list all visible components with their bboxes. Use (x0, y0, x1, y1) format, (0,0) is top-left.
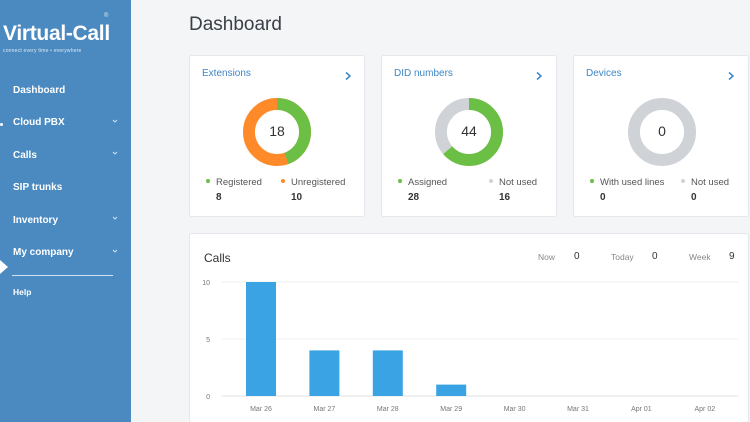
grey-dot-icon (681, 179, 685, 184)
sidebar-item-label: Calls (13, 149, 37, 161)
donut-hole (640, 110, 684, 154)
bar-mar-26 (246, 282, 276, 396)
chevron-right-icon[interactable] (535, 68, 543, 81)
chevron-down-icon (112, 118, 118, 124)
chevron-down-icon (112, 150, 118, 156)
stat-value-week: 9 (729, 251, 735, 262)
x-tick-label: Mar 26 (250, 406, 272, 413)
green-dot-icon (206, 179, 210, 184)
sidebar-item-sip-trunks[interactable]: SIP trunks (0, 172, 131, 205)
sidebar-item-calls[interactable]: Calls (0, 139, 131, 172)
chevron-down-icon (112, 215, 118, 221)
donut-total: 0 (658, 123, 666, 139)
sidebar-item-label: SIP trunks (13, 182, 63, 194)
x-tick-label: Mar 31 (567, 406, 589, 413)
stat-value-today: 0 (652, 251, 658, 262)
green-dot-icon (398, 179, 402, 184)
sidebar-item-my-company[interactable]: My company (0, 237, 131, 270)
legend-unregistered: Unregistered (281, 177, 345, 188)
devices-card: Devices 0 With used lines 0 Not used 0 (573, 55, 749, 217)
registered-mark: ® (104, 13, 109, 19)
orange-dot-icon (281, 179, 285, 184)
donut-hole (255, 110, 299, 154)
x-tick-label: Mar 30 (504, 406, 526, 413)
green-dot-icon (590, 179, 594, 184)
sidebar-item-help[interactable]: Help (13, 287, 32, 297)
stat-value-now: 0 (574, 251, 580, 262)
sidebar-item-inventory[interactable]: Inventory (0, 204, 131, 237)
sidebar-item-label: Cloud PBX (13, 117, 65, 129)
sidebar-item-label: My company (13, 247, 74, 259)
legend-registered: Registered (206, 177, 262, 188)
legend-with-used-lines: With used lines (590, 177, 664, 188)
y-tick-label: 10 (202, 280, 210, 287)
calls-card: Calls Now 0 Today 0 Week 9 10 5 0 Mar 26 Mar… (189, 233, 749, 422)
y-tick-label: 5 (206, 337, 210, 344)
legend-assigned: Assigned (398, 177, 447, 188)
sidebar-nav: Dashboard Cloud PBX Calls SIP trunks Inv… (0, 74, 131, 269)
extensions-donut (243, 98, 311, 166)
sidebar-item-label: Dashboard (13, 84, 66, 96)
chevron-right-icon[interactable] (344, 68, 352, 81)
legend-value-unregistered: 10 (291, 192, 303, 203)
sidebar-item-cloud-pbx[interactable]: Cloud PBX (0, 107, 131, 140)
nav-pointer-icon (0, 260, 8, 274)
bar-mar-28 (372, 350, 403, 396)
legend-not-used: Not used (681, 177, 729, 188)
donut-segment-registered (243, 98, 311, 166)
legend-value-not-used: 16 (499, 192, 511, 203)
x-tick-label: Apr 02 (694, 406, 715, 413)
stat-label-today: Today (611, 252, 634, 262)
donut-segment-assigned (435, 98, 503, 166)
calls-bar-chart: 10 5 0 Mar 26 Mar 27 Mar 28 Mar 29 Mar 30 Mar 31… (202, 280, 738, 413)
chevron-right-icon[interactable] (727, 68, 735, 81)
active-indicator-dot (0, 123, 3, 126)
donut-hole (447, 110, 491, 154)
devices-donut (628, 98, 696, 166)
sidebar-item-label: Inventory (13, 214, 59, 226)
card-title[interactable]: Devices (586, 68, 622, 79)
legend-value-registered: 8 (216, 192, 222, 203)
did-donut (435, 98, 503, 166)
calls-title: Calls (204, 251, 231, 265)
x-tick-label: Mar 29 (440, 406, 462, 413)
legend-not-used: Not used (489, 177, 537, 188)
card-title[interactable]: DID numbers (394, 68, 453, 79)
donut-total: 44 (461, 123, 477, 139)
did-numbers-card: DID numbers 44 Assigned 28 Not used 16 (381, 55, 557, 217)
card-title[interactable]: Extensions (202, 68, 251, 79)
brand-tagline: connect every time • everywhere (3, 48, 82, 54)
bar-mar-27 (309, 350, 340, 396)
grey-dot-icon (489, 179, 493, 184)
sidebar-item-dashboard[interactable]: Dashboard (0, 74, 131, 107)
chevron-down-icon (112, 248, 118, 254)
page-title: Dashboard (189, 14, 282, 35)
stat-label-week: Week (689, 252, 711, 262)
x-tick-label: Mar 27 (314, 406, 336, 413)
sidebar-divider (12, 275, 113, 276)
legend-value-with-used-lines: 0 (600, 192, 606, 203)
brand-logo[interactable]: Virtual-Call (3, 22, 110, 45)
x-tick-label: Apr 01 (631, 406, 652, 413)
x-tick-label: Mar 28 (377, 406, 399, 413)
bar-mar-29 (436, 384, 467, 396)
y-tick-label: 0 (206, 394, 210, 401)
sidebar: Virtual-Call ® connect every time • ever… (0, 0, 131, 422)
stat-label-now: Now (538, 252, 556, 262)
legend-value-not-used: 0 (691, 192, 697, 203)
donut-segment-empty (628, 98, 696, 166)
legend-value-assigned: 28 (408, 192, 420, 203)
extensions-card: Extensions 18 Registered 8 Unregistered … (189, 55, 365, 217)
donut-total: 18 (269, 123, 285, 139)
